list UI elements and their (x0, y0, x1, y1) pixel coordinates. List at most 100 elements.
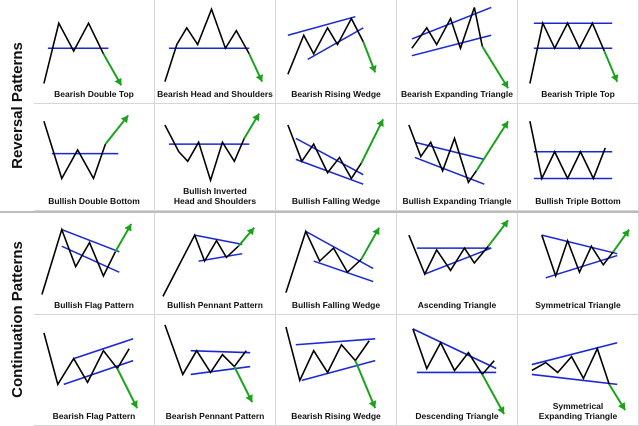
trendline (414, 156, 485, 185)
arrowhead-icon (130, 400, 138, 409)
price-path (164, 124, 245, 184)
pattern-cell: Bearish Flag Pattern (34, 315, 155, 426)
trendline (307, 27, 364, 61)
pattern-cell: Bullish Pennant Pattern (155, 211, 276, 315)
pattern-caption: Bullish Flag Pattern (54, 300, 134, 310)
pattern-caption: Bullish Double Bottom (48, 196, 140, 206)
continuation-patterns-label: Continuation Patterns (0, 213, 34, 426)
price-path (164, 324, 247, 377)
pattern-diagram (529, 20, 619, 84)
trendline (541, 234, 618, 255)
price-path (411, 7, 484, 51)
arrowhead-icon (501, 121, 509, 129)
pattern-diagram (287, 15, 377, 75)
trendline (287, 15, 356, 36)
pattern-cell: Descending Triangle (397, 315, 518, 426)
pattern-cell: Bearish Pennant Pattern (155, 315, 276, 426)
price-path (43, 21, 105, 84)
price-path (43, 120, 107, 181)
pattern-caption: Bearish Rising Wedge (291, 89, 381, 99)
price-path (287, 124, 362, 180)
pattern-caption: Bearish Pennant Pattern (165, 411, 265, 421)
pattern-cell: Bearish Double Top (34, 0, 155, 104)
pattern-cell: Ascending Triangle (397, 211, 518, 315)
pattern-caption: Bearish Head and Shoulders (157, 89, 273, 99)
pattern-grid: Bearish Double Top Bearish Head and Shou… (34, 0, 639, 426)
pattern-diagram (285, 326, 377, 409)
price-path (285, 326, 370, 383)
pattern-diagram (43, 114, 130, 181)
trendline (295, 137, 364, 176)
pattern-cell: Bullish Expanding Triangle (397, 104, 518, 211)
pattern-diagram (529, 121, 613, 181)
pattern-diagram (43, 332, 139, 409)
pattern-cell: Symmetrical Triangle (518, 211, 639, 315)
arrowhead-icon (120, 115, 129, 124)
pattern-cell: Bearish Rising Wedge (276, 0, 397, 104)
price-path (408, 234, 489, 277)
arrowhead-icon (252, 113, 260, 122)
pattern-caption: Bearish Triple Top (541, 89, 615, 99)
arrowhead-icon (368, 400, 377, 409)
pattern-caption: Bullish Pennant Pattern (167, 300, 263, 310)
trendline (301, 359, 376, 382)
pattern-caption: Bearish Rising Wedge (291, 411, 381, 421)
pattern-cell: Bullish Falling Wedge (276, 211, 397, 315)
trendline (190, 349, 251, 354)
price-path (162, 233, 239, 297)
pattern-cell: Bullish Flag Pattern (34, 211, 155, 315)
price-path (285, 229, 362, 293)
pattern-caption: Bearish Expanding Triangle (401, 89, 513, 99)
trendline (63, 359, 134, 386)
trendline (411, 34, 492, 57)
trendline (61, 245, 120, 273)
pattern-cell: Bearish Rising Wedge (276, 315, 397, 426)
price-path (412, 328, 495, 376)
pattern-caption: Bullish Inverted Head and Shoulders (173, 186, 257, 206)
breakout-arrow (481, 45, 509, 89)
pattern-diagram (162, 227, 255, 297)
pattern-cell: Bearish Expanding Triangle (397, 0, 518, 104)
price-path (408, 124, 477, 185)
trendline (531, 373, 618, 386)
arrowhead-icon (372, 227, 380, 236)
reversal-patterns-text: Reversal Patterns (8, 42, 26, 169)
trendline (295, 158, 364, 185)
arrowhead-icon (501, 80, 509, 89)
pattern-caption: Bullish Triple Bottom (535, 196, 621, 206)
pattern-diagram (531, 341, 626, 411)
pattern-cell: Bearish Head and Shoulders (155, 0, 276, 104)
section-divider (0, 211, 639, 213)
pattern-diagram (408, 120, 509, 185)
breakout-arrow (354, 360, 377, 409)
arrowhead-icon (618, 402, 626, 411)
trendline (61, 228, 120, 253)
arrowhead-icon (124, 223, 132, 232)
price-path (41, 227, 117, 295)
pattern-diagram (408, 219, 509, 277)
arrowhead-icon (621, 229, 630, 238)
trendline (531, 341, 618, 366)
price-path (529, 121, 607, 181)
reversal-patterns-label: Reversal Patterns (0, 0, 34, 211)
pattern-caption: Bullish Falling Wedge (291, 300, 381, 310)
pattern-diagram (287, 118, 385, 185)
pattern-cell: Bearish Triple Top (518, 0, 639, 104)
trendline (412, 328, 497, 370)
trendline (295, 337, 376, 346)
arrowhead-icon (497, 406, 505, 415)
pattern-diagram (164, 113, 260, 184)
pattern-cell: Bullish Falling Wedge (276, 104, 397, 211)
arrowhead-icon (114, 77, 122, 86)
arrowhead-icon (500, 220, 509, 228)
pattern-caption: Descending Triangle (415, 411, 499, 421)
pattern-caption: Bullish Expanding Triangle (402, 196, 512, 206)
trendline (190, 365, 251, 376)
breakout-arrow (360, 118, 385, 164)
trendline (194, 234, 243, 246)
arrowhead-icon (369, 65, 377, 73)
pattern-caption: Bearish Flag Pattern (52, 411, 136, 421)
pattern-cell: Symmetrical Expanding Triangle (518, 315, 639, 426)
trendline (313, 260, 374, 283)
pattern-diagram (164, 324, 254, 403)
